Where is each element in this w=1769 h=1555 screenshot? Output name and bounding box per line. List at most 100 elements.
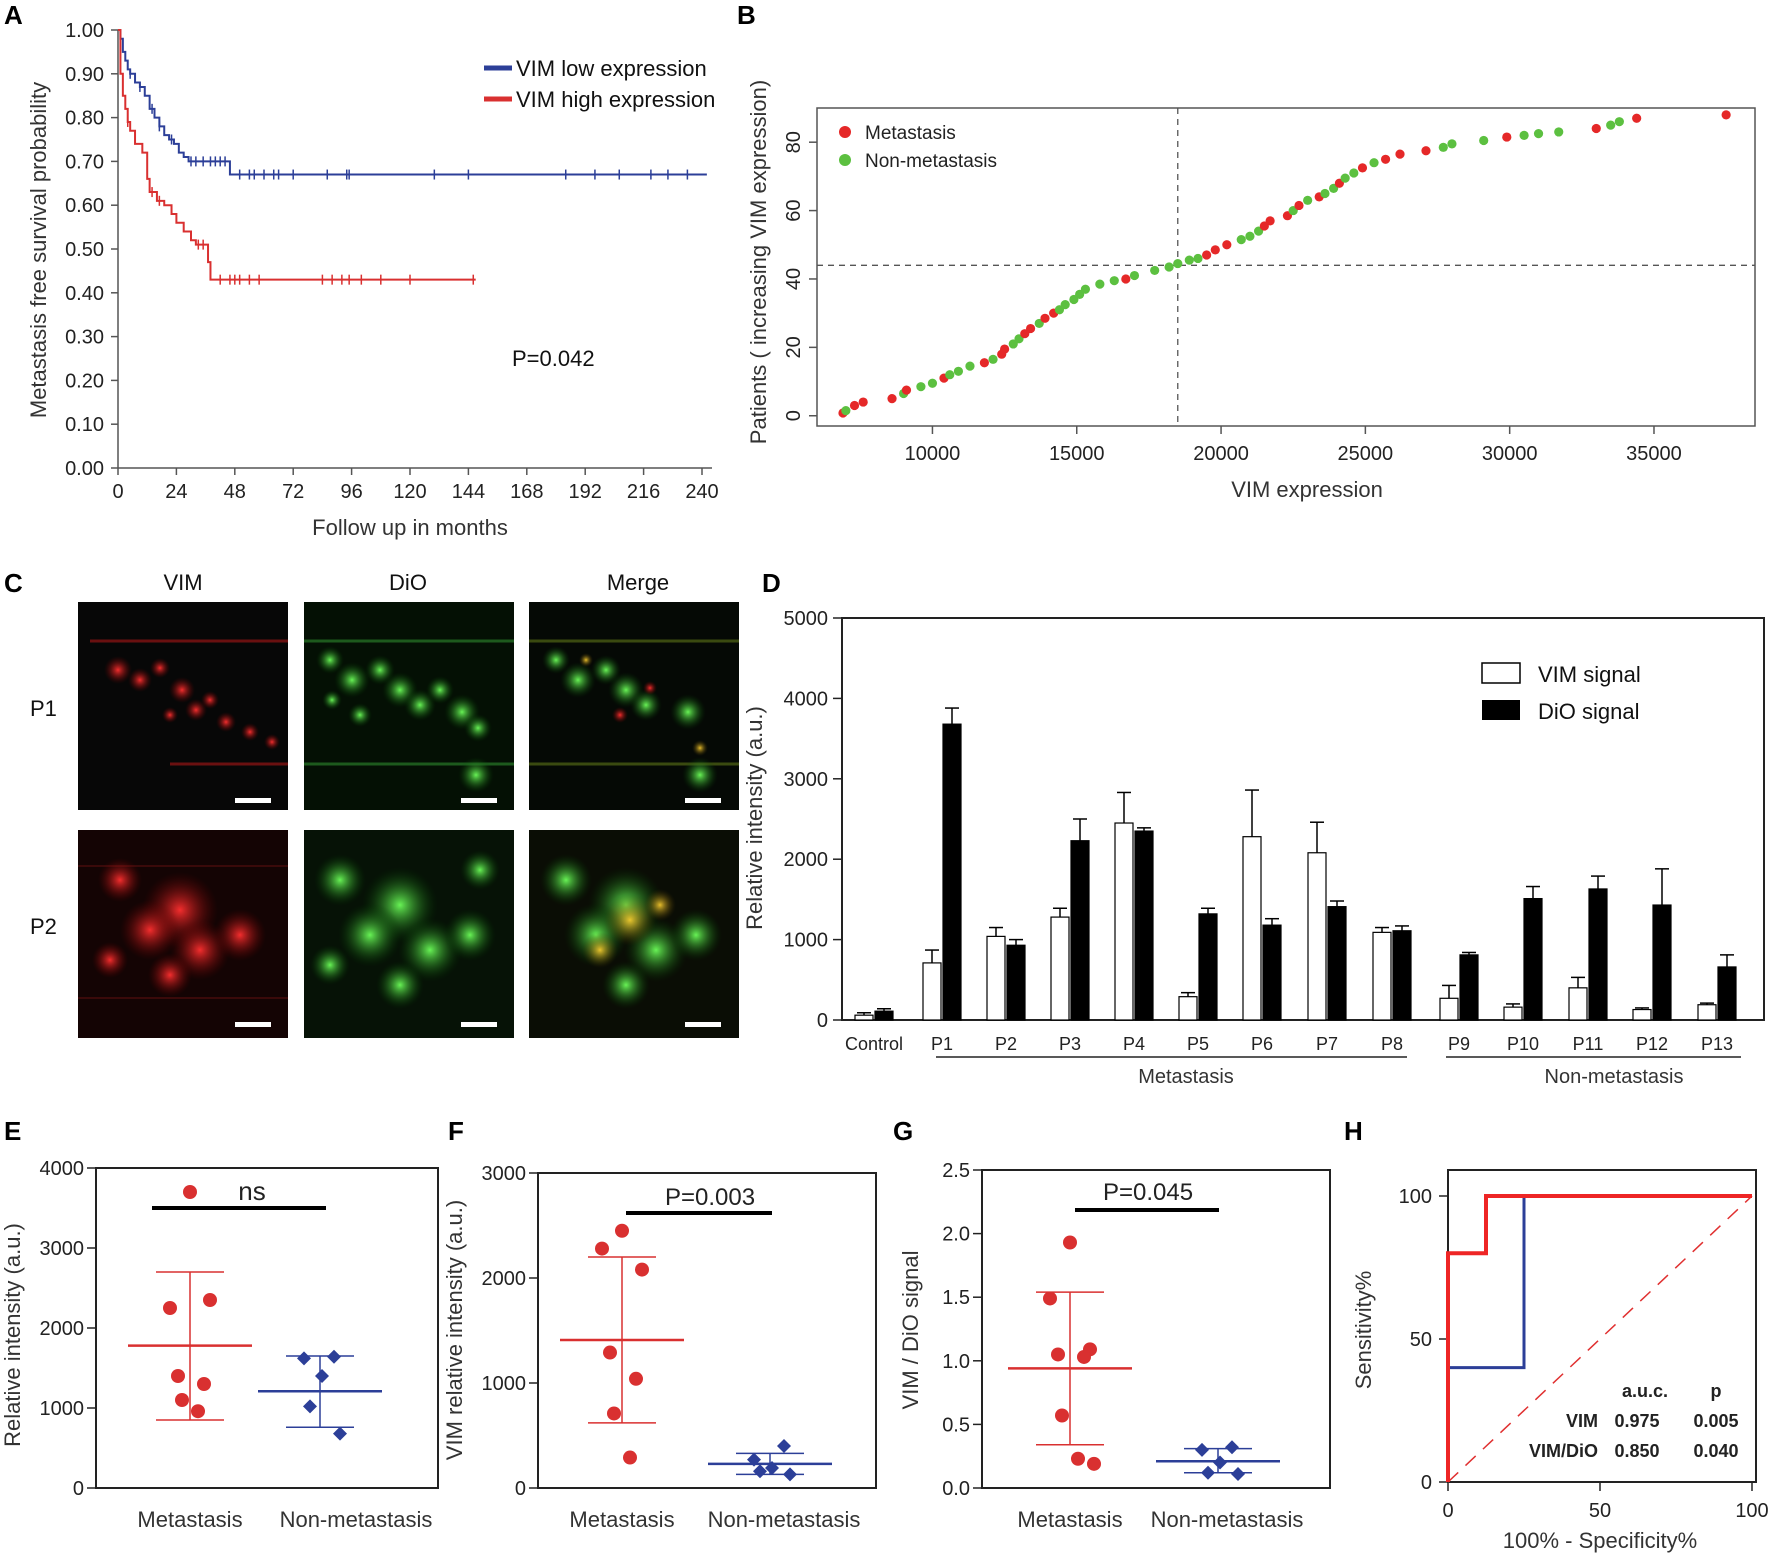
- a-y-tick-label: 0.70: [65, 151, 104, 173]
- g-point-metastasis: [1071, 1451, 1085, 1466]
- d-bar-vim: [1697, 1004, 1717, 1021]
- b-point-non-metastasis: [916, 382, 926, 392]
- d-y-tick-label: 0: [817, 1010, 828, 1032]
- b-point-non-metastasis: [841, 406, 851, 416]
- f-y-tick-label: 0: [515, 1478, 526, 1500]
- b-point-non-metastasis: [1150, 265, 1160, 276]
- e-x-label-non-metastasis: Non-metastasis: [280, 1507, 433, 1532]
- f-p-value: P=0.003: [665, 1184, 755, 1211]
- a-y-tick-label: 0.80: [65, 108, 104, 130]
- e-y-axis-label: Relative intensity (a.u.): [0, 1223, 25, 1447]
- b-point-metastasis: [1721, 110, 1731, 120]
- b-point-non-metastasis: [1340, 173, 1350, 183]
- c-row-p2: P2: [30, 914, 57, 939]
- a-curve-vim-high: [118, 29, 476, 281]
- f-point-non-metastasis: [753, 1464, 767, 1479]
- panel-g-dot-plot: 0.0 0.5 1.0 1.5 2.0 2.5 Metastasis Non-metast…: [898, 1160, 1331, 1532]
- g-point-metastasis: [1087, 1456, 1101, 1471]
- b-legend-marker-non-metastasis: [839, 154, 851, 166]
- panel-label-d: D: [762, 568, 781, 598]
- b-point-metastasis: [1265, 216, 1275, 226]
- c-p2-dio-signal: [310, 850, 500, 1009]
- d-y-ticks: 0 1000 2000 3000 4000 5000: [784, 608, 842, 1032]
- b-y-tick-label: 80: [783, 131, 805, 153]
- b-point-metastasis: [1222, 240, 1232, 250]
- d-y-axis-label: Relative intensity (a.u.): [742, 706, 767, 930]
- h-x-tick-label: 50: [1589, 1500, 1611, 1522]
- b-point-non-metastasis: [1164, 262, 1174, 272]
- b-point-metastasis: [901, 385, 912, 395]
- panel-label-h: H: [1344, 1116, 1363, 1146]
- b-plot-frame: [816, 107, 1756, 427]
- e-point-metastasis: [163, 1301, 177, 1315]
- a-x-tick-label: 24: [165, 481, 187, 503]
- d-bar-dio: [874, 1010, 894, 1021]
- a-y-ticks: 0.00 0.10 0.20 0.30 0.40 0.50 0.60 0.70 0.80 0.90…: [65, 20, 118, 480]
- h-table-header-auc: a.u.c.: [1622, 1381, 1668, 1401]
- b-y-tick-label: 0: [783, 410, 805, 421]
- f-point-metastasis: [623, 1450, 637, 1465]
- d-x-tick-label: P6: [1251, 1034, 1273, 1054]
- panel-c-microscopy: VIM DiO Merge P1 P2: [30, 570, 739, 1038]
- h-table-header-p: p: [1711, 1381, 1722, 1401]
- f-y-axis-label: VIM relative intensity (a.u.): [442, 1200, 467, 1460]
- d-x-tick-label: P9: [1448, 1034, 1470, 1054]
- b-point-metastasis: [1025, 323, 1036, 334]
- d-x-labels: Control P1 P2 P3 P4 P5 P6 P7 P8 P9 P10 P11 P12 P13: [845, 1034, 1733, 1054]
- h-reference-diagonal: [1447, 1195, 1753, 1483]
- a-y-axis-label: Metastasis free survival probability: [26, 82, 51, 418]
- g-y-tick-label: 2.0: [942, 1224, 970, 1246]
- a-x-tick-label: 120: [393, 481, 426, 503]
- d-bar-dio: [1588, 888, 1608, 1021]
- h-y-tick-label: 0: [1421, 1472, 1432, 1494]
- d-x-tick-label: P11: [1573, 1034, 1604, 1054]
- b-legend-non-metastasis: Non-metastasis: [865, 151, 997, 172]
- d-bar-dio: [1134, 830, 1154, 1021]
- d-bar-vim: [1632, 1008, 1652, 1021]
- a-x-axis-label: Follow up in months: [312, 515, 508, 540]
- e-y-tick-label: 1000: [40, 1398, 85, 1420]
- e-y-tick-label: 3000: [40, 1238, 85, 1260]
- d-x-tick-label: P4: [1123, 1034, 1145, 1054]
- d-x-tick-label: P5: [1187, 1034, 1209, 1054]
- b-point-non-metastasis: [1349, 168, 1359, 178]
- b-point-metastasis: [1040, 313, 1050, 323]
- a-y-tick-label: 1.00: [65, 20, 104, 42]
- d-bar-vim: [1050, 916, 1070, 1021]
- b-x-tick-label: 15000: [1049, 443, 1105, 465]
- b-point-non-metastasis: [1320, 188, 1330, 199]
- e-plot-frame: [95, 1167, 439, 1489]
- d-plot-frame: [841, 617, 1765, 1021]
- b-y-tick-label: 60: [783, 199, 805, 221]
- e-y-tick-label: 4000: [40, 1158, 85, 1180]
- b-point-non-metastasis: [1173, 258, 1183, 269]
- h-table-label-vim: VIM: [1566, 1411, 1598, 1431]
- d-x-tick-label: P1: [931, 1034, 953, 1054]
- a-x-tick-label: 0: [112, 481, 123, 503]
- b-legend-metastasis: Metastasis: [865, 123, 956, 144]
- b-point-metastasis: [1202, 250, 1212, 260]
- f-point-metastasis: [629, 1371, 643, 1386]
- e-content: 0 1000 2000 3000 4000: [40, 1158, 382, 1500]
- a-x-tick-label: 144: [452, 481, 485, 503]
- c-p2-vim-signal: [78, 858, 288, 999]
- b-point-metastasis: [1421, 146, 1431, 156]
- panel-a-survival-curve: 0.00 0.10 0.20 0.30 0.40 0.50 0.60 0.70 0.80 0.90…: [26, 20, 719, 540]
- g-point-non-metastasis: [1201, 1465, 1215, 1480]
- d-y-tick-label: 4000: [784, 688, 829, 710]
- d-bar-dio: [1459, 954, 1479, 1021]
- d-x-tick-label: P12: [1636, 1034, 1668, 1054]
- b-point-non-metastasis: [1606, 120, 1616, 130]
- e-point-non-metastasis: [327, 1349, 341, 1364]
- d-bar-vim: [1568, 987, 1588, 1021]
- g-point-metastasis: [1055, 1408, 1069, 1423]
- a-curves: [118, 29, 707, 285]
- f-point-non-metastasis: [765, 1461, 779, 1476]
- panel-label-e: E: [4, 1116, 21, 1146]
- f-point-metastasis: [615, 1223, 629, 1238]
- b-point-metastasis: [1294, 200, 1304, 211]
- d-bar-dio: [1262, 924, 1282, 1021]
- h-table-auc-vim: 0.975: [1614, 1411, 1659, 1431]
- b-point-non-metastasis: [1614, 117, 1624, 127]
- a-y-tick-label: 0.20: [65, 370, 104, 392]
